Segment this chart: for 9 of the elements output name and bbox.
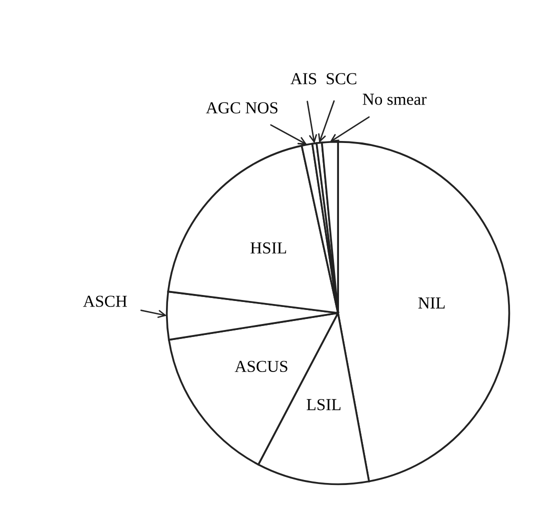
slice-label: AIS [290,73,316,84]
slice-label: ASCH [83,296,127,307]
slice-label: SCC [326,73,356,84]
slice-label: NIL [418,298,445,308]
slice-label: AGC NOS [206,102,278,114]
slice-label: HSIL [250,242,286,254]
slice-label: LSIL [306,399,340,410]
slice-label: ASCUS [234,360,288,372]
slice-label: No smear [362,94,427,105]
